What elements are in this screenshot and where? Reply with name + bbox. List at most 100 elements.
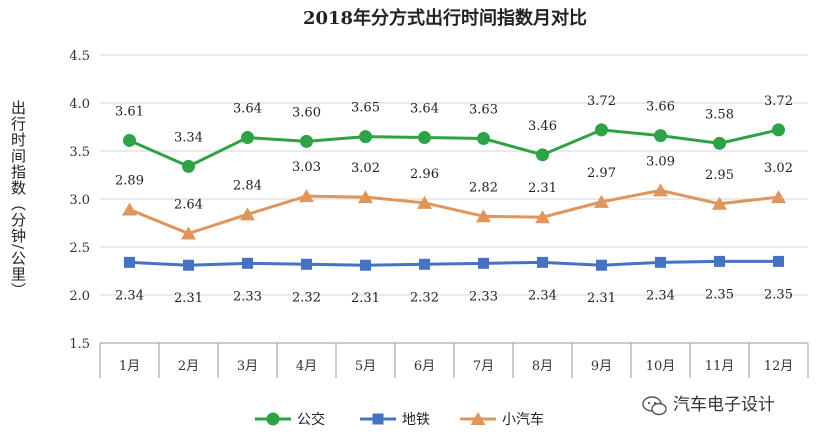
series-1 (124, 255, 784, 271)
data-label: 3.61 (115, 104, 144, 119)
data-point (714, 255, 725, 267)
data-point (595, 123, 608, 137)
data-point (712, 196, 727, 210)
wechat-icon (642, 396, 667, 416)
legend-label: 小汽车 (502, 411, 544, 428)
watermark: 汽车电子设计 (642, 395, 775, 416)
data-point (417, 195, 432, 209)
data-labels: 3.61 3.34 3.64 3.60 3.65 3.64 3.63 3.46 3.72 3.66… (115, 94, 793, 306)
data-point (359, 130, 372, 144)
y-axis-title: 出行时间指数（分钟/公里） (9, 100, 27, 298)
data-label: 2.35 (764, 287, 793, 302)
axes: 1.5 2.0 2.5 3.0 3.5 4.0 4.5 1月 2月 3月 4月 5月 6月 7月 8月 9月 1… (69, 49, 809, 378)
data-point (122, 202, 137, 216)
legend-marker (470, 412, 486, 425)
data-point (535, 210, 550, 224)
watermark-text: 汽车电子设计 (673, 395, 775, 415)
data-label: 2.89 (115, 174, 144, 189)
data-label: 3.03 (292, 160, 321, 175)
data-label: 2.33 (233, 289, 262, 304)
y-tick-label: 2.0 (69, 289, 90, 304)
data-point (771, 190, 786, 204)
data-label: 3.63 (469, 103, 498, 118)
data-label: 2.31 (174, 291, 203, 306)
x-tick-label: 8月 (532, 359, 553, 374)
data-point (360, 259, 371, 271)
data-point (301, 258, 312, 270)
data-point (182, 159, 195, 173)
legend-item: 公交 (255, 411, 325, 428)
legend-item: 小汽车 (460, 411, 544, 428)
data-point (772, 123, 785, 137)
data-point (240, 207, 255, 221)
legend-label: 公交 (297, 411, 325, 428)
data-point (299, 189, 314, 203)
legend-marker (266, 412, 280, 426)
legend: 公交 地铁 小汽车 (255, 411, 544, 428)
data-label: 2.34 (646, 288, 675, 303)
data-point (123, 133, 136, 147)
data-label: 2.34 (115, 288, 144, 303)
data-point (654, 129, 667, 143)
data-point (300, 134, 313, 148)
data-point (418, 131, 431, 145)
data-label: 3.64 (233, 102, 262, 117)
data-point (181, 226, 196, 240)
x-tick-label: 2月 (178, 359, 199, 374)
x-tick-label: 7月 (473, 359, 494, 374)
data-label: 3.34 (174, 130, 203, 145)
chart-title: 2018年分方式出行时间指数月对比 (303, 7, 587, 29)
data-label: 2.31 (528, 181, 557, 196)
legend-marker (372, 413, 384, 425)
data-point (655, 256, 666, 268)
data-label: 2.32 (292, 290, 321, 305)
data-point (183, 259, 194, 271)
data-label: 3.66 (646, 100, 675, 115)
gridlines (100, 54, 808, 296)
series-layer (122, 123, 786, 271)
data-label: 2.64 (174, 198, 203, 213)
data-point (713, 136, 726, 150)
data-point (596, 259, 607, 271)
y-tick-label: 4.5 (69, 49, 90, 64)
data-point (594, 194, 609, 208)
data-label: 3.02 (351, 161, 380, 176)
y-tick-label: 2.5 (69, 241, 90, 256)
data-point (536, 148, 549, 162)
data-point (476, 209, 491, 223)
data-label: 3.72 (764, 94, 793, 109)
series-line (128, 128, 779, 169)
y-axis-label: 出行时间指数（分钟/公里） (9, 100, 27, 298)
x-tick-label: 1月 (119, 359, 140, 374)
data-label: 2.84 (233, 178, 262, 193)
x-tick-label: 3月 (237, 359, 258, 374)
x-tick-label: 10月 (646, 359, 676, 374)
data-label: 3.65 (351, 101, 380, 116)
x-tick-label: 4月 (296, 359, 317, 374)
data-point (358, 190, 373, 204)
data-label: 3.02 (764, 161, 793, 176)
x-tick-label: 5月 (355, 359, 376, 374)
data-label: 2.97 (587, 166, 616, 181)
series-line (128, 188, 779, 236)
data-label: 3.72 (587, 94, 616, 109)
data-label: 3.60 (292, 105, 321, 120)
x-tick-label: 12月 (764, 359, 794, 374)
data-label: 2.95 (705, 168, 734, 183)
data-label: 2.31 (351, 291, 380, 306)
data-label: 3.58 (705, 107, 734, 122)
data-label: 2.33 (469, 289, 498, 304)
x-tick-label: 9月 (591, 359, 612, 374)
data-point (477, 132, 490, 146)
data-point (478, 257, 489, 269)
data-label: 2.82 (469, 180, 498, 195)
x-tick-label: 11月 (705, 359, 735, 374)
data-point (241, 131, 254, 145)
data-label: 3.09 (646, 154, 675, 169)
data-point (124, 256, 135, 268)
y-tick-label: 3.0 (69, 193, 90, 208)
legend-label: 地铁 (402, 412, 430, 428)
data-point (773, 255, 784, 267)
data-label: 2.96 (410, 167, 439, 182)
